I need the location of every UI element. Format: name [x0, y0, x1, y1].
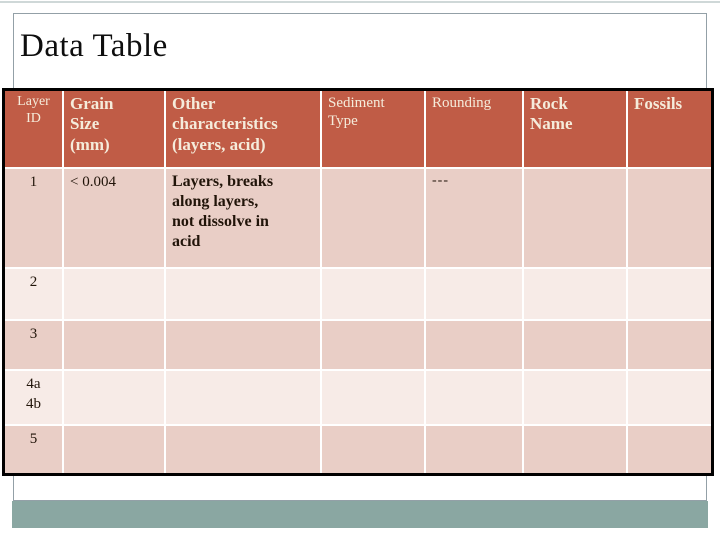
top-accent-line — [0, 1, 720, 3]
column-header-rock-name: Rock Name — [522, 91, 628, 169]
table-cell: 3 — [5, 319, 64, 371]
table-row: 5 — [5, 424, 711, 473]
table-cell: --- — [424, 167, 524, 269]
column-header-other-characteristics: Other characteristics (layers, acid) — [164, 91, 322, 169]
table-cell — [320, 369, 426, 426]
table-cell: 2 — [5, 267, 64, 321]
table-cell — [424, 424, 524, 473]
table-cell — [424, 369, 524, 426]
table-cell — [626, 369, 711, 426]
table-cell — [320, 167, 426, 269]
table-cell — [522, 319, 628, 371]
table-cell — [626, 319, 711, 371]
table-cell — [62, 369, 166, 426]
column-header-sediment-type: Sediment Type — [320, 91, 426, 169]
table-cell — [320, 267, 426, 321]
table-cell: 4a 4b — [5, 369, 64, 426]
table-cell: Layers, breaks along layers, not dissolv… — [164, 167, 322, 269]
table-cell — [164, 369, 322, 426]
table-cell — [626, 267, 711, 321]
table-cell — [424, 319, 524, 371]
bottom-accent-band — [12, 501, 708, 528]
table-cell — [62, 319, 166, 371]
table-cell — [164, 267, 322, 321]
table-row: 2 — [5, 267, 711, 321]
table-cell — [626, 424, 711, 473]
column-header-rounding: Rounding — [424, 91, 524, 169]
column-header-layer-id: Layer ID — [5, 91, 64, 169]
table-cell — [164, 424, 322, 473]
table-cell: 1 — [5, 167, 64, 269]
table-cell — [522, 369, 628, 426]
table-cell — [62, 424, 166, 473]
table-cell — [522, 267, 628, 321]
table-cell — [320, 424, 426, 473]
table-cell — [164, 319, 322, 371]
table-cell — [626, 167, 711, 269]
header-row: Layer ID Grain Size (mm) Other character… — [5, 91, 711, 169]
table-cell — [522, 167, 628, 269]
column-header-fossils: Fossils — [626, 91, 711, 169]
data-table: Layer ID Grain Size (mm) Other character… — [2, 88, 714, 476]
table-cell — [320, 319, 426, 371]
table-cell: < 0.004 — [62, 167, 166, 269]
column-header-grain-size: Grain Size (mm) — [62, 91, 166, 169]
slide-title: Data Table — [20, 28, 168, 64]
table-cell — [522, 424, 628, 473]
table-row: 1 < 0.004 Layers, breaks along layers, n… — [5, 167, 711, 269]
table-cell — [424, 267, 524, 321]
table-row: 4a 4b — [5, 369, 711, 426]
table-cell: 5 — [5, 424, 64, 473]
table-cell — [62, 267, 166, 321]
table-row: 3 — [5, 319, 711, 371]
data-table-grid: Layer ID Grain Size (mm) Other character… — [5, 91, 711, 473]
